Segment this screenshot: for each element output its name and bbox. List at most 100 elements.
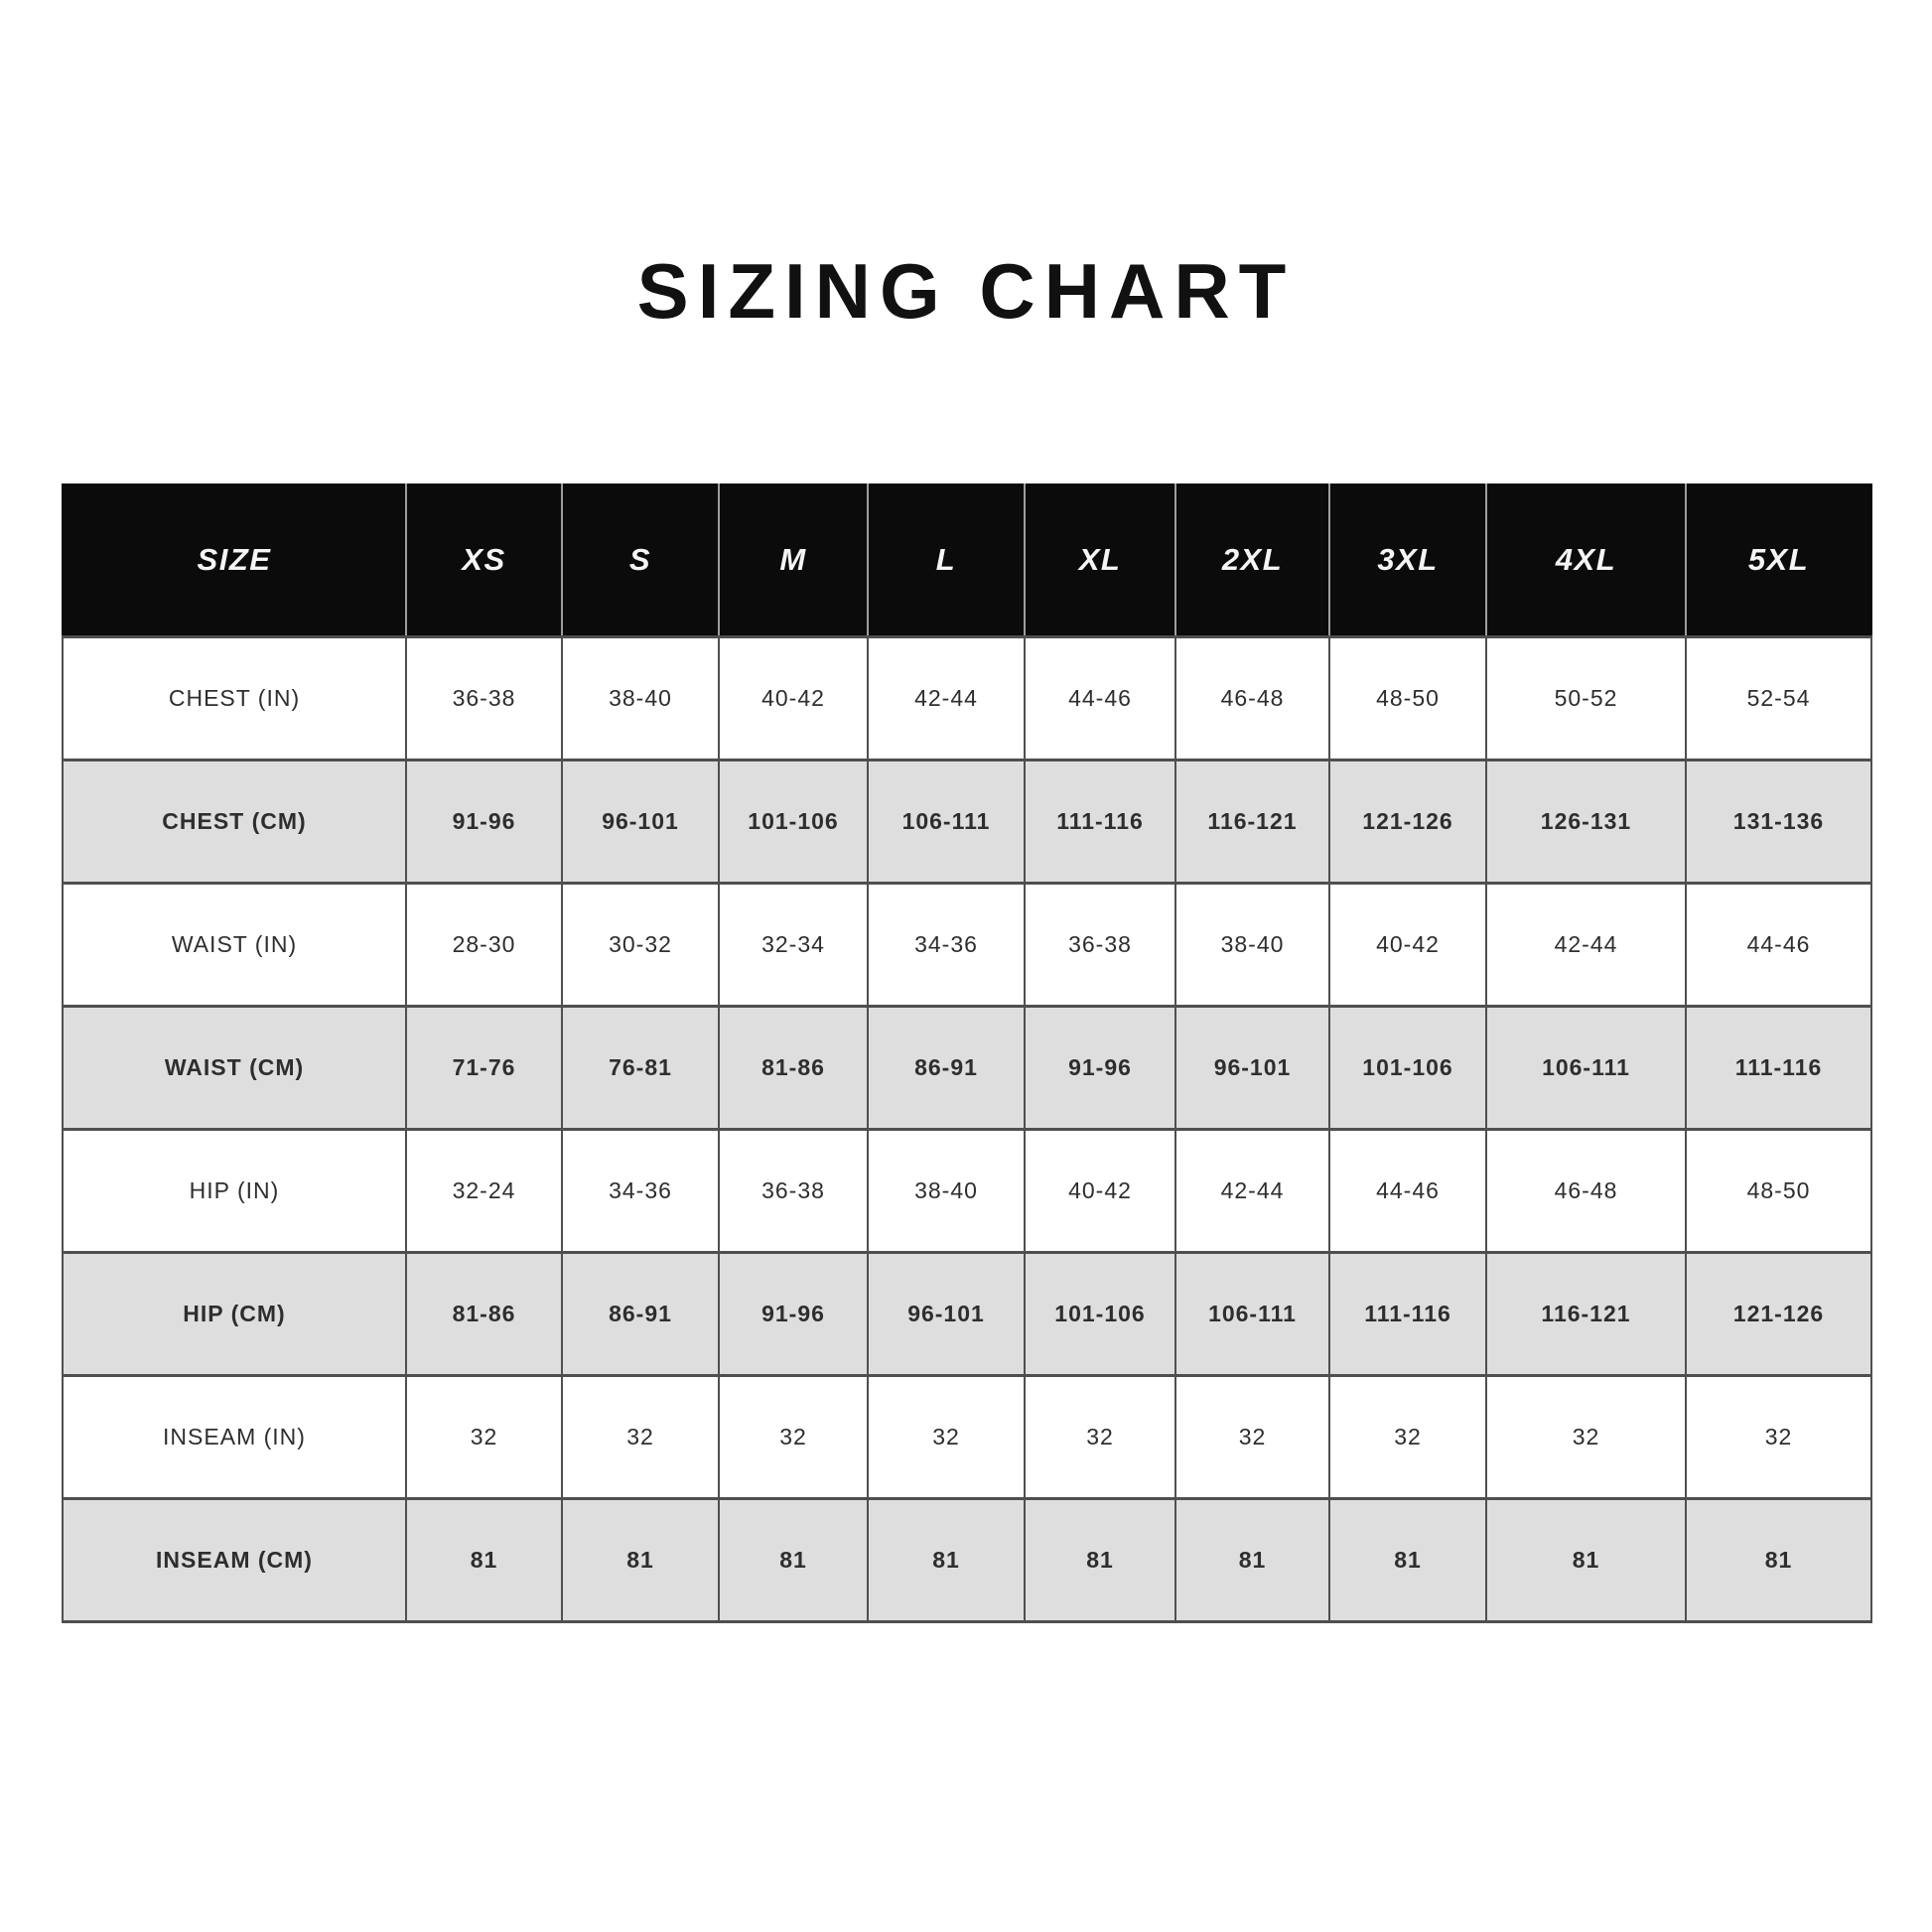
header-cell-s: S [561, 483, 720, 637]
value-cell: 81 [1485, 1496, 1687, 1623]
value-cell: 32 [1174, 1373, 1330, 1500]
table-row-waist-cm-: WAIST (CM) 71-76 76-81 81-86 86-91 91-96 96-10… [62, 1004, 1872, 1131]
row-label-cell: WAIST (CM) [62, 1004, 407, 1131]
value-cell: 121-126 [1685, 1250, 1872, 1377]
value-cell: 81 [405, 1496, 563, 1623]
page-title: SIZING CHART [636, 247, 1296, 335]
header-cell-2xl: 2XL [1174, 483, 1330, 637]
value-cell: 32 [1024, 1373, 1176, 1500]
table-row-inseam-cm-: INSEAM (CM) 81 81 81 81 81 81 81 81 81 [62, 1496, 1872, 1623]
value-cell: 34-36 [561, 1127, 720, 1254]
table-row-inseam-in-: INSEAM (IN) 32 32 32 32 32 32 32 32 32 [62, 1373, 1872, 1500]
sizing-table: SIZE XS S M L XL 2XL 3XL 4XL 5XL CHEST (IN) 36-38 3… [62, 483, 1872, 1623]
value-cell: 40-42 [718, 634, 869, 761]
header-cell-size: SIZE [62, 483, 407, 637]
size-table-body: CHEST (IN) 36-38 38-40 40-42 42-44 44-46 46-48… [62, 634, 1872, 1623]
value-cell: 52-54 [1685, 634, 1872, 761]
value-cell: 116-121 [1174, 758, 1330, 885]
value-cell: 42-44 [1485, 881, 1687, 1008]
header-cell-4xl: 4XL [1485, 483, 1687, 637]
value-cell: 131-136 [1685, 758, 1872, 885]
size-table-head-row: SIZE XS S M L XL 2XL 3XL 4XL 5XL [62, 483, 1872, 637]
value-cell: 116-121 [1485, 1250, 1687, 1377]
value-cell: 36-38 [405, 634, 563, 761]
value-cell: 32 [1685, 1373, 1872, 1500]
value-cell: 106-111 [1485, 1004, 1687, 1131]
value-cell: 38-40 [561, 634, 720, 761]
header-cell-m: M [718, 483, 869, 637]
value-cell: 106-111 [1174, 1250, 1330, 1377]
value-cell: 81 [1328, 1496, 1487, 1623]
value-cell: 34-36 [867, 881, 1026, 1008]
value-cell: 36-38 [718, 1127, 869, 1254]
value-cell: 86-91 [867, 1004, 1026, 1131]
value-cell: 91-96 [1024, 1004, 1176, 1131]
table-row-hip-cm-: HIP (CM) 81-86 86-91 91-96 96-101 101-106 106-… [62, 1250, 1872, 1377]
value-cell: 111-116 [1024, 758, 1176, 885]
value-cell: 111-116 [1685, 1004, 1872, 1131]
table-row-chest-cm-: CHEST (CM) 91-96 96-101 101-106 106-111 111-1… [62, 758, 1872, 885]
value-cell: 81 [718, 1496, 869, 1623]
value-cell: 32 [867, 1373, 1026, 1500]
header-cell-l: L [867, 483, 1026, 637]
value-cell: 81 [1024, 1496, 1176, 1623]
value-cell: 81-86 [405, 1250, 563, 1377]
row-label-cell: INSEAM (CM) [62, 1496, 407, 1623]
value-cell: 81 [561, 1496, 720, 1623]
value-cell: 32 [561, 1373, 720, 1500]
value-cell: 38-40 [1174, 881, 1330, 1008]
value-cell: 32-34 [718, 881, 869, 1008]
value-cell: 71-76 [405, 1004, 563, 1131]
value-cell: 32 [1485, 1373, 1687, 1500]
value-cell: 96-101 [561, 758, 720, 885]
value-cell: 106-111 [867, 758, 1026, 885]
value-cell: 46-48 [1485, 1127, 1687, 1254]
value-cell: 40-42 [1328, 881, 1487, 1008]
header-cell-3xl: 3XL [1328, 483, 1487, 637]
value-cell: 81 [1174, 1496, 1330, 1623]
value-cell: 48-50 [1328, 634, 1487, 761]
value-cell: 32-24 [405, 1127, 563, 1254]
value-cell: 91-96 [405, 758, 563, 885]
value-cell: 38-40 [867, 1127, 1026, 1254]
table-row-chest-in-: CHEST (IN) 36-38 38-40 40-42 42-44 44-46 46-48… [62, 634, 1872, 761]
header-cell-xl: XL [1024, 483, 1176, 637]
value-cell: 32 [405, 1373, 563, 1500]
row-label-cell: CHEST (CM) [62, 758, 407, 885]
value-cell: 50-52 [1485, 634, 1687, 761]
value-cell: 76-81 [561, 1004, 720, 1131]
sizing-table-head: SIZE XS S M L XL 2XL 3XL 4XL 5XL [62, 483, 1872, 637]
row-label-cell: HIP (CM) [62, 1250, 407, 1377]
value-cell: 81 [1685, 1496, 1872, 1623]
row-label-cell: HIP (IN) [62, 1127, 407, 1254]
value-cell: 91-96 [718, 1250, 869, 1377]
row-label-cell: CHEST (IN) [62, 634, 407, 761]
value-cell: 30-32 [561, 881, 720, 1008]
header-cell-xs: XS [405, 483, 563, 637]
value-cell: 96-101 [1174, 1004, 1330, 1131]
value-cell: 32 [1328, 1373, 1487, 1500]
value-cell: 44-46 [1024, 634, 1176, 761]
value-cell: 44-46 [1685, 881, 1872, 1008]
value-cell: 101-106 [1328, 1004, 1487, 1131]
value-cell: 36-38 [1024, 881, 1176, 1008]
value-cell: 126-131 [1485, 758, 1687, 885]
value-cell: 121-126 [1328, 758, 1487, 885]
sizing-table-container: SIZE XS S M L XL 2XL 3XL 4XL 5XL CHEST (IN) 36-38 3… [62, 483, 1872, 1623]
value-cell: 42-44 [867, 634, 1026, 761]
value-cell: 81-86 [718, 1004, 869, 1131]
value-cell: 40-42 [1024, 1127, 1176, 1254]
value-cell: 48-50 [1685, 1127, 1872, 1254]
table-row-waist-in-: WAIST (IN) 28-30 30-32 32-34 34-36 36-38 38-40… [62, 881, 1872, 1008]
value-cell: 111-116 [1328, 1250, 1487, 1377]
header-cell-5xl: 5XL [1685, 483, 1872, 637]
value-cell: 32 [718, 1373, 869, 1500]
value-cell: 44-46 [1328, 1127, 1487, 1254]
value-cell: 46-48 [1174, 634, 1330, 761]
value-cell: 86-91 [561, 1250, 720, 1377]
value-cell: 101-106 [718, 758, 869, 885]
value-cell: 96-101 [867, 1250, 1026, 1377]
row-label-cell: INSEAM (IN) [62, 1373, 407, 1500]
table-row-hip-in-: HIP (IN) 32-24 34-36 36-38 38-40 40-42 42-44 44… [62, 1127, 1872, 1254]
